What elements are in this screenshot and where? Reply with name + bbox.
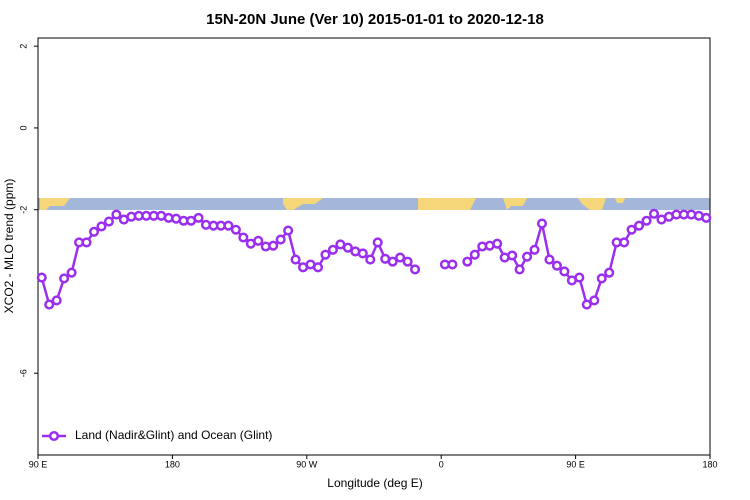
data-point: [51, 295, 62, 306]
data-point: [648, 208, 660, 219]
data-point: [66, 267, 77, 278]
data-point: [402, 256, 413, 267]
x-tick-label: 180: [702, 459, 717, 469]
x-tick-label: 90 E: [566, 459, 585, 469]
legend-label: Land (Nadir&Glint) and Ocean (Glint): [75, 428, 272, 442]
data-point: [551, 260, 562, 271]
data-point: [492, 238, 503, 249]
data-point: [514, 264, 525, 275]
data-point: [312, 262, 324, 273]
data-point: [544, 254, 555, 265]
data-point: [581, 299, 592, 310]
data-point: [365, 254, 376, 265]
data-point: [103, 216, 114, 227]
data-point: [395, 252, 406, 263]
data-point: [238, 232, 249, 243]
data-point: [283, 225, 294, 236]
data-point: [536, 218, 548, 229]
data-point: [268, 240, 279, 251]
data-point: [111, 209, 122, 220]
data-point: [327, 244, 338, 255]
data-point: [59, 273, 70, 284]
plot-frame: [37, 37, 711, 456]
data-point: [507, 250, 518, 261]
data-point: [290, 254, 301, 265]
y-tick-label: 0: [18, 125, 28, 130]
data-point: [275, 234, 286, 245]
x-tick-label: 90 E: [29, 459, 48, 469]
y-axis-label: XCO2 - MLO trend (ppm): [2, 179, 16, 314]
data-point: [230, 224, 241, 235]
data-point: [522, 251, 533, 262]
data-point: [44, 299, 55, 310]
data-point: [596, 273, 607, 284]
data-point: [410, 264, 421, 275]
data-point: [469, 249, 480, 260]
data-point: [372, 237, 383, 248]
x-tick-label: 180: [165, 459, 180, 469]
data-point: [701, 212, 712, 223]
data-point: [529, 244, 540, 255]
data-point: [387, 256, 398, 267]
data-point: [574, 272, 585, 283]
data-point: [626, 224, 637, 235]
data-point: [320, 249, 331, 260]
data-point: [342, 242, 353, 253]
data-point: [193, 212, 204, 223]
data-point: [619, 237, 630, 248]
data-point: [253, 235, 264, 246]
data-point: [641, 215, 652, 226]
data-point: [604, 267, 615, 278]
data-point: [223, 220, 234, 231]
data-point: [36, 272, 47, 283]
data-point: [634, 220, 645, 231]
x-axis-label: Longitude (deg E): [327, 476, 422, 490]
x-tick-label: 90 W: [296, 459, 318, 469]
legend-marker: [48, 430, 60, 442]
chart-title: 15N-20N June (Ver 10) 2015-01-01 to 2020…: [206, 11, 544, 28]
data-point: [96, 221, 107, 232]
data-point: [447, 259, 458, 270]
data-point: [462, 256, 473, 267]
map-strip: [38, 198, 710, 210]
data-point: [559, 266, 570, 277]
x-tick-label: 0: [439, 459, 444, 469]
y-tick-label: -6: [18, 369, 28, 377]
data-point: [357, 248, 368, 259]
y-tick-label: 2: [18, 44, 28, 49]
data-point: [88, 226, 100, 237]
data-point: [589, 295, 600, 306]
y-tick-label: -2: [18, 206, 28, 214]
data-point: [81, 237, 92, 248]
